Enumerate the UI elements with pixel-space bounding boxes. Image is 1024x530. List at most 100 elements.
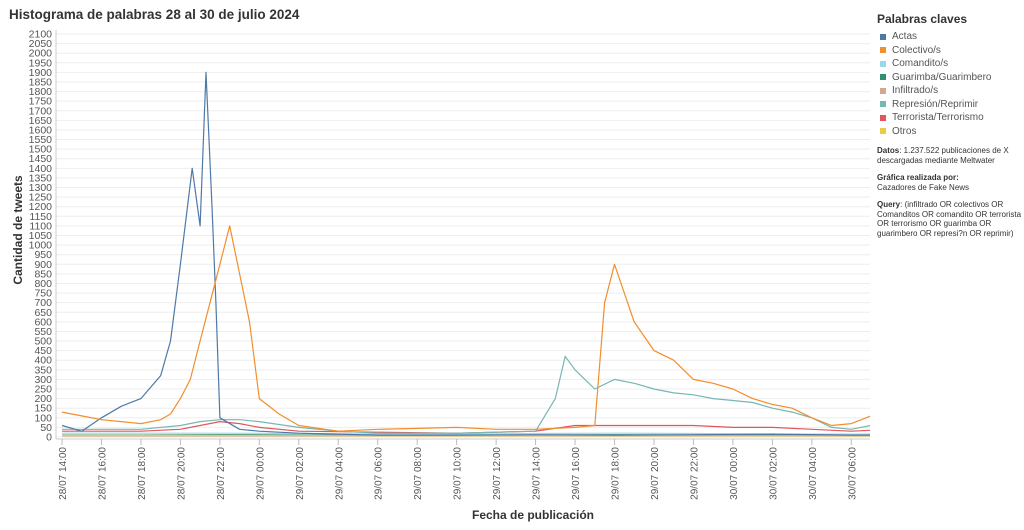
x-tick-label: 28/07 20:00 xyxy=(176,447,187,500)
x-tick-label: 29/07 22:00 xyxy=(689,447,700,500)
y-tick-label: 700 xyxy=(34,297,52,309)
x-tick-label: 29/07 00:00 xyxy=(255,447,266,500)
legend-swatch xyxy=(880,74,886,81)
legend-item[interactable]: Represión/Reprimir xyxy=(880,98,1022,112)
y-tick-label: 1200 xyxy=(29,201,53,213)
x-tick-label: 30/07 06:00 xyxy=(847,447,858,500)
legend-label: Infiltrado/s xyxy=(892,85,939,97)
y-tick-label: 1400 xyxy=(29,163,53,175)
legend-item[interactable]: Colectivo/s xyxy=(880,44,1022,58)
y-tick-label: 1950 xyxy=(29,57,53,69)
x-tick-label: 29/07 02:00 xyxy=(295,447,306,500)
note-label: Gráfica realizada por: xyxy=(877,173,959,182)
y-tick-label: 900 xyxy=(34,259,52,271)
x-tick-label: 29/07 12:00 xyxy=(492,447,503,500)
x-ticks: 28/07 14:00 28/07 16:00 28/07 18:00 28/07 2… xyxy=(58,439,858,500)
legend-label: Guarimba/Guarimbero xyxy=(892,71,992,83)
y-tick-label: 50 xyxy=(40,422,52,434)
y-tick-label: 1600 xyxy=(29,124,53,136)
x-tick-label: 29/07 04:00 xyxy=(334,447,345,500)
legend: Palabras claves Actas Colectivo/s Comandit… xyxy=(872,12,1022,238)
y-tick-label: 2000 xyxy=(29,48,53,60)
x-tick-label: 28/07 16:00 xyxy=(97,447,108,500)
series-line-colectivo-s xyxy=(61,225,870,432)
legend-swatch xyxy=(880,101,886,108)
y-tick-label: 250 xyxy=(34,384,52,396)
y-tick-label: 100 xyxy=(34,412,52,424)
y-tick-label: 1150 xyxy=(29,211,52,223)
x-tick-label: 30/07 04:00 xyxy=(808,447,819,500)
legend-label: Otros xyxy=(892,125,917,137)
x-axis-label: Fecha de publicación xyxy=(472,508,594,522)
series-line-terrorista-terrorismo xyxy=(62,421,870,434)
legend-swatch xyxy=(880,47,886,54)
line-chart: 0501001502002503003504004505005506006507… xyxy=(11,29,870,522)
y-tick-label: 300 xyxy=(34,374,52,386)
y-tick-label: 1000 xyxy=(29,240,53,252)
grid xyxy=(56,33,870,438)
y-tick-label: 400 xyxy=(34,355,52,367)
y-tick-label: 0 xyxy=(46,432,52,444)
y-tick-label: 1050 xyxy=(29,230,53,242)
x-tick-label: 29/07 18:00 xyxy=(611,447,622,500)
chart-notes: Datos: 1.237.522 publicaciones de X desc… xyxy=(872,146,1022,238)
y-tick-label: 1550 xyxy=(29,134,53,146)
legend-item[interactable]: Actas xyxy=(880,30,1022,44)
x-tick-label: 28/07 14:00 xyxy=(58,447,69,500)
legend-item[interactable]: Infiltrado/s xyxy=(880,84,1022,98)
x-tick-label: 29/07 06:00 xyxy=(374,447,385,500)
y-tick-label: 550 xyxy=(34,326,52,338)
y-tick-label: 850 xyxy=(34,268,52,280)
y-tick-label: 1750 xyxy=(29,96,53,108)
y-tick-label: 150 xyxy=(34,403,52,415)
y-tick-label: 1800 xyxy=(29,86,53,98)
note-text: Cazadores de Fake News xyxy=(877,182,970,192)
legend-item[interactable]: Comandito/s xyxy=(880,57,1022,71)
y-tick-label: 1450 xyxy=(29,153,53,165)
y-tick-label: 750 xyxy=(34,288,52,300)
y-tick-label: 350 xyxy=(34,364,52,376)
x-tick-label: 29/07 08:00 xyxy=(413,447,424,500)
legend-label: Actas xyxy=(892,31,918,43)
series-line-comandito-s xyxy=(62,432,870,435)
legend-swatch xyxy=(880,87,886,94)
x-tick-label: 28/07 22:00 xyxy=(216,447,227,500)
chart-note: Gráfica realizada por: Cazadores de Fake … xyxy=(877,173,1024,192)
x-tick-label: 29/07 20:00 xyxy=(650,447,661,500)
legend-label: Terrorista/Terrorismo xyxy=(892,112,984,124)
y-ticks: 0501001502002503003504004505005506006507… xyxy=(29,29,53,444)
legend-label: Colectivo/s xyxy=(892,44,941,56)
y-tick-label: 2100 xyxy=(29,29,53,41)
note-label: Datos xyxy=(877,146,900,155)
legend-label: Comandito/s xyxy=(892,58,949,70)
x-tick-label: 30/07 00:00 xyxy=(729,447,740,500)
series-line-actas xyxy=(61,71,870,436)
y-tick-label: 450 xyxy=(34,345,52,357)
legend-title: Palabras claves xyxy=(877,12,968,26)
chart-title: Histograma de palabras 28 al 30 de julio… xyxy=(9,7,300,22)
y-tick-label: 200 xyxy=(34,393,52,405)
y-tick-label: 1900 xyxy=(29,67,53,79)
legend-item[interactable]: Otros xyxy=(880,125,1022,139)
x-tick-label: 30/07 02:00 xyxy=(768,447,779,500)
legend-items: Actas Colectivo/s Comandito/s Guarimba/Guar… xyxy=(872,30,1022,138)
note-text: : (infiltrado OR colectivos OR Comandito… xyxy=(877,200,1022,238)
y-tick-label: 1350 xyxy=(29,172,53,184)
series-lines xyxy=(61,71,870,437)
legend-item[interactable]: Terrorista/Terrorismo xyxy=(880,111,1022,125)
legend-swatch xyxy=(880,128,886,135)
chart-note: Datos: 1.237.522 publicaciones de X desc… xyxy=(877,146,1024,165)
y-tick-label: 1300 xyxy=(29,182,53,194)
y-tick-label: 500 xyxy=(34,336,52,348)
legend-item[interactable]: Guarimba/Guarimbero xyxy=(880,71,1022,85)
y-tick-label: 1500 xyxy=(29,144,53,156)
x-tick-label: 29/07 16:00 xyxy=(571,447,582,500)
y-tick-label: 950 xyxy=(34,249,52,261)
legend-swatch xyxy=(880,60,886,67)
x-tick-label: 29/07 10:00 xyxy=(453,447,464,500)
y-tick-label: 600 xyxy=(34,316,52,328)
x-tick-label: 29/07 14:00 xyxy=(532,447,543,500)
y-tick-label: 2050 xyxy=(29,38,53,50)
y-tick-label: 1700 xyxy=(29,105,53,117)
note-label: Query xyxy=(877,200,901,209)
